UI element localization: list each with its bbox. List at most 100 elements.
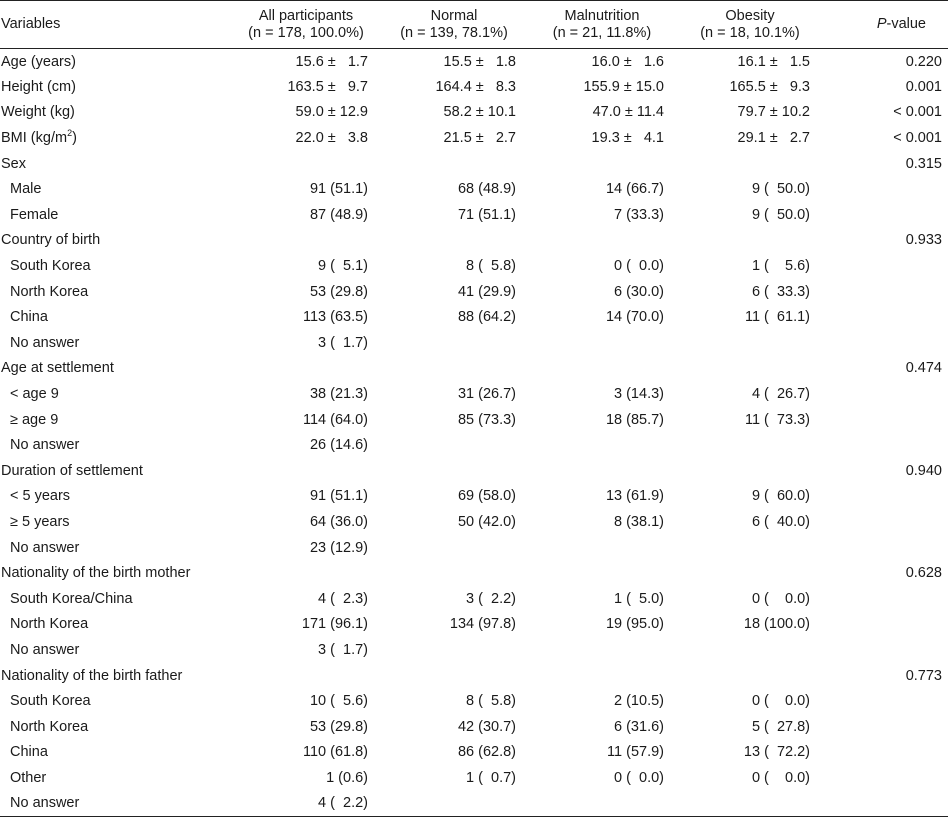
row-label: < 5 years — [0, 484, 232, 510]
cell-all: 171 (96.1) — [301, 616, 368, 633]
cell-malnutrition: 0 ( 0.0) — [614, 769, 664, 786]
table-body: Age (years) 15.6 ± 1.7 15.5 ± 1.8 16.0 ± 1.… — [0, 49, 948, 817]
table-row-variable: Country of birth 0.933 — [0, 228, 948, 254]
header-group-all: All participants (n = 178, 100.0%) — [232, 0, 380, 49]
cell-normal: 21.5 ± 2.7 — [443, 130, 516, 147]
header-group-normal: Normal (n = 139, 78.1%) — [380, 0, 528, 49]
cell-malnutrition: 6 (31.6) — [614, 718, 664, 735]
cell-all: 38 (21.3) — [309, 386, 368, 403]
row-label-text: No answer — [10, 795, 80, 812]
cell-normal — [380, 560, 528, 586]
cell-malnutrition — [528, 356, 676, 382]
cell-p-value — [824, 176, 948, 202]
cell-malnutrition — [528, 228, 676, 254]
table-row: North Korea 53 (29.8) 42 (30.7) 6 (31.6) 5 (… — [0, 714, 948, 740]
cell-p-value: 0.315 — [905, 155, 942, 172]
row-label-text: No answer — [10, 334, 80, 351]
cell-all: 163.5 ± 9.7 — [287, 78, 368, 95]
cell-obesity: 6 ( 33.3) — [751, 283, 810, 300]
row-label: North Korea — [0, 279, 232, 305]
cell-malnutrition: 13 (61.9) — [605, 488, 664, 505]
cell-all: 3 ( 1.7) — [318, 641, 368, 658]
cell-obesity — [676, 432, 824, 458]
cell-normal: 134 (97.8) — [449, 616, 516, 633]
group-name: Normal — [430, 7, 478, 24]
cell-p-value: 0.474 — [905, 360, 942, 377]
table-row-variable: Age at settlement 0.474 — [0, 356, 948, 382]
row-label: Male — [0, 176, 232, 202]
cell-normal: 68 (48.9) — [457, 181, 516, 198]
row-label: Weight (kg) — [0, 100, 232, 126]
row-label: Age at settlement — [0, 356, 232, 382]
row-label-text: Country of birth — [1, 232, 101, 249]
row-label: North Korea — [0, 714, 232, 740]
row-label-text: Sex — [1, 155, 26, 172]
cell-malnutrition: 0 ( 0.0) — [614, 258, 664, 275]
table-row: < 5 years 91 (51.1) 69 (58.0) 13 (61.9) 9 ( … — [0, 484, 948, 510]
row-label: North Korea — [0, 612, 232, 638]
cell-obesity: 0 ( 0.0) — [751, 590, 810, 607]
cell-p-value — [824, 714, 948, 740]
table-header: Variables All participants (n = 178, 100… — [0, 0, 948, 49]
row-label-text: South Korea — [10, 693, 91, 710]
table-row: No answer 3 ( 1.7) — [0, 637, 948, 663]
cell-normal: 85 (73.3) — [457, 411, 516, 428]
table-row: South Korea/China 4 ( 2.3) 3 ( 2.2) 1 ( 5.0… — [0, 586, 948, 612]
cell-normal — [380, 790, 528, 817]
cell-all: 110 (61.8) — [302, 744, 368, 761]
cell-normal — [380, 458, 528, 484]
cell-p-value — [824, 688, 948, 714]
table-row-variable: Nationality of the birth mother 0.628 — [0, 560, 948, 586]
p-suffix: -value — [886, 16, 927, 32]
cell-all: 1 (0.6) — [326, 769, 368, 786]
cell-malnutrition — [528, 560, 676, 586]
row-label-text: Nationality of the birth mother — [1, 565, 191, 582]
row-label-text: No answer — [10, 437, 80, 454]
cell-normal: 88 (64.2) — [457, 309, 516, 326]
cell-normal — [380, 432, 528, 458]
cell-obesity: 79.7 ± 10.2 — [737, 104, 810, 121]
cell-normal: 41 (29.9) — [457, 283, 516, 300]
cell-all — [232, 356, 380, 382]
row-label-text: Weight (kg) — [1, 104, 75, 121]
group-n: (n = 21, 11.8%) — [552, 24, 652, 41]
cell-obesity: 1 ( 5.6) — [751, 258, 810, 275]
cell-normal: 42 (30.7) — [457, 718, 516, 735]
cell-normal: 58.2 ± 10.1 — [443, 104, 516, 121]
row-label: China — [0, 304, 232, 330]
cell-p-value — [824, 790, 948, 817]
row-label: Nationality of the birth mother — [0, 560, 232, 586]
cell-p-value: 0.628 — [905, 565, 942, 582]
cell-obesity: 4 ( 26.7) — [751, 386, 810, 403]
cell-malnutrition: 1 ( 5.0) — [614, 590, 664, 607]
row-label-text: Nationality of the birth father — [1, 667, 183, 684]
cell-p-value — [824, 253, 948, 279]
cell-p-value — [824, 509, 948, 535]
cell-normal: 31 (26.7) — [457, 386, 516, 403]
cell-malnutrition: 16.0 ± 1.6 — [591, 53, 664, 70]
cell-normal — [380, 228, 528, 254]
cell-obesity: 9 ( 50.0) — [751, 181, 810, 198]
cell-normal: 8 ( 5.8) — [466, 693, 516, 710]
cell-obesity: 11 ( 61.1) — [744, 309, 810, 326]
cell-malnutrition — [528, 432, 676, 458]
cell-all — [232, 663, 380, 689]
row-label-text: China — [10, 309, 48, 326]
cell-all: 22.0 ± 3.8 — [295, 130, 368, 147]
table-row: Male 91 (51.1) 68 (48.9) 14 (66.7) 9 ( 50.0) — [0, 176, 948, 202]
row-label-text: North Korea — [10, 718, 89, 735]
cell-malnutrition — [528, 330, 676, 356]
table-row: No answer 4 ( 2.2) — [0, 790, 948, 817]
row-label-text: South Korea/China — [10, 590, 133, 607]
cell-malnutrition — [528, 637, 676, 663]
cell-obesity: 9 ( 60.0) — [751, 488, 810, 505]
cell-normal: 71 (51.1) — [457, 206, 516, 223]
table-row: South Korea 9 ( 5.1) 8 ( 5.8) 0 ( 0.0) 1 ( 5… — [0, 253, 948, 279]
row-label: Duration of settlement — [0, 458, 232, 484]
cell-p-value — [824, 279, 948, 305]
cell-p-value — [824, 535, 948, 561]
row-label-text: Other — [10, 769, 47, 786]
cell-malnutrition: 3 (14.3) — [614, 386, 664, 403]
cell-all: 15.6 ± 1.7 — [295, 53, 368, 70]
row-label: No answer — [0, 330, 232, 356]
